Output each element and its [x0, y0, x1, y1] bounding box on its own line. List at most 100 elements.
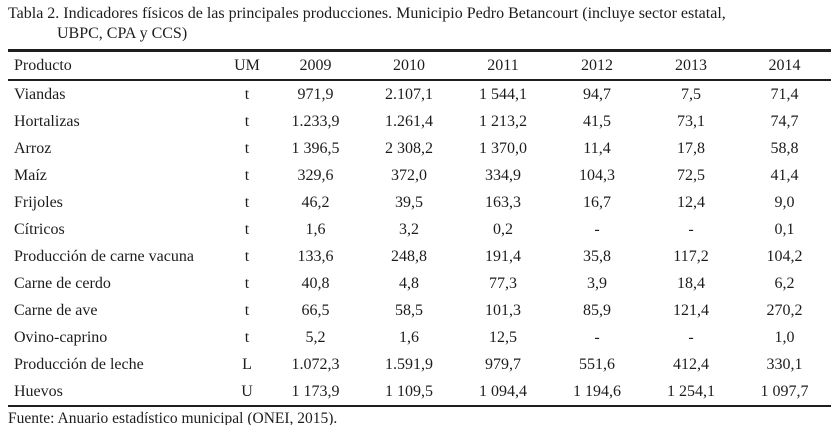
value-cell: 248,8	[391, 248, 427, 265]
unit-cell: t	[244, 194, 250, 211]
value-cell: 41,5	[583, 113, 611, 130]
column-header-2012: 2012	[550, 50, 644, 81]
table-row: Frijoles t 46,2 39,5 163,3 16,7 12,4 9,0	[8, 189, 831, 216]
table-title-line1: Tabla 2. Indicadores físicos de las prin…	[8, 5, 726, 22]
unit-cell: t	[244, 113, 250, 130]
value-cell: 2.107,1	[385, 86, 433, 103]
value-cell: 1.072,3	[291, 356, 340, 373]
value-cell: -	[688, 329, 694, 346]
value-cell: 163,3	[485, 194, 521, 211]
column-header-producto: Producto	[8, 50, 225, 81]
value-cell: 73,1	[677, 113, 705, 130]
value-cell: 1.261,4	[385, 113, 433, 130]
value-cell: 4,8	[399, 275, 419, 292]
value-cell: 372,0	[391, 167, 427, 184]
value-cell: 5,2	[305, 329, 326, 346]
value-cell: 17,8	[677, 140, 705, 157]
product-cell: Arroz	[14, 140, 52, 157]
value-cell: 1 396,5	[291, 140, 340, 157]
table-row: Maíz t 329,6 372,0 334,9 104,3 72,5 41,4	[8, 162, 831, 189]
product-cell: Producción de leche	[14, 356, 144, 373]
product-cell: Cítricos	[14, 221, 65, 238]
value-cell: 85,9	[583, 302, 611, 319]
value-cell: 18,4	[677, 275, 705, 292]
unit-cell: t	[244, 329, 250, 346]
value-cell: 11,4	[583, 140, 611, 157]
column-header-2013: 2013	[644, 50, 738, 81]
value-cell: 1 094,4	[479, 383, 527, 400]
value-cell: 330,1	[766, 356, 803, 373]
table-row: Cítricos t 1,6 3,2 0,2 - - 0,1	[8, 216, 831, 243]
product-cell: Carne de cerdo	[14, 275, 111, 292]
unit-cell: t	[244, 275, 250, 292]
value-cell: 551,6	[579, 356, 615, 373]
unit-cell: L	[242, 356, 252, 373]
value-cell: 979,7	[485, 356, 521, 373]
value-cell: 1 544,1	[479, 86, 527, 103]
unit-cell: t	[244, 86, 250, 103]
product-cell: Frijoles	[14, 194, 63, 211]
value-cell: 77,3	[489, 275, 517, 292]
value-cell: 3,9	[587, 275, 607, 292]
value-cell: 3,2	[399, 221, 419, 238]
value-cell: 329,6	[297, 167, 334, 184]
value-cell: 191,4	[485, 248, 521, 265]
value-cell: 1 213,2	[479, 113, 527, 130]
product-cell: Viandas	[14, 86, 66, 103]
value-cell: 72,5	[677, 167, 705, 184]
value-cell: -	[688, 221, 694, 238]
value-cell: 58,5	[395, 302, 423, 319]
value-cell: 101,3	[485, 302, 521, 319]
value-cell: 1 254,1	[667, 383, 715, 400]
value-cell: 1,6	[305, 221, 326, 238]
value-cell: 39,5	[395, 194, 423, 211]
value-cell: 94,7	[583, 86, 611, 103]
column-header-2009: 2009	[269, 50, 362, 81]
value-cell: 35,8	[583, 248, 611, 265]
unit-cell: t	[244, 221, 250, 238]
value-cell: 74,7	[770, 113, 799, 130]
value-cell: 66,5	[301, 302, 330, 319]
value-cell: 1,0	[774, 329, 795, 346]
value-cell: 133,6	[297, 248, 334, 265]
value-cell: 334,9	[485, 167, 521, 184]
table-title: Tabla 2. Indicadores físicos de las prin…	[8, 4, 831, 43]
table-row: Hortalizas t 1.233,9 1.261,4 1 213,2 41,…	[8, 108, 831, 135]
unit-cell: t	[244, 302, 250, 319]
value-cell: 12,4	[677, 194, 705, 211]
unit-cell: U	[241, 383, 253, 400]
value-cell: 1.591,9	[385, 356, 433, 373]
product-cell: Producción de carne vacuna	[14, 248, 194, 265]
value-cell: 7,5	[681, 86, 701, 103]
table-row: Carne de ave t 66,5 58,5 101,3 85,9 121,…	[8, 297, 831, 324]
unit-cell: t	[244, 167, 250, 184]
unit-cell: t	[244, 140, 250, 157]
table-row: Huevos U 1 173,9 1 109,5 1 094,4 1 194,6…	[8, 378, 831, 406]
value-cell: 270,2	[766, 302, 803, 319]
value-cell: 9,0	[774, 194, 795, 211]
indicators-table: Producto UM 2009 2010 2011 2012 2013 201…	[8, 49, 831, 407]
value-cell: 41,4	[770, 167, 799, 184]
table-row: Producción de carne vacuna t 133,6 248,8…	[8, 243, 831, 270]
value-cell: 2 308,2	[385, 140, 433, 157]
value-cell: 0,2	[493, 221, 513, 238]
value-cell: 104,2	[766, 248, 803, 265]
value-cell: 117,2	[673, 248, 709, 265]
column-header-2011: 2011	[456, 50, 550, 81]
table-row: Arroz t 1 396,5 2 308,2 1 370,0 11,4 17,…	[8, 135, 831, 162]
value-cell: 58,8	[770, 140, 799, 157]
table-row: Carne de cerdo t 40,8 4,8 77,3 3,9 18,4 …	[8, 270, 831, 297]
table-row: Ovino-caprino t 5,2 1,6 12,5 - - 1,0	[8, 324, 831, 351]
value-cell: 6,2	[774, 275, 795, 292]
value-cell: -	[594, 329, 600, 346]
source-note: Fuente: Anuario estadístico municipal (O…	[8, 410, 338, 425]
column-header-2014: 2014	[738, 50, 831, 81]
value-cell: 412,4	[673, 356, 709, 373]
product-cell: Carne de ave	[14, 302, 98, 319]
product-cell: Hortalizas	[14, 113, 80, 130]
product-cell: Ovino-caprino	[14, 329, 108, 346]
value-cell: 40,8	[301, 275, 330, 292]
header-row: Producto UM 2009 2010 2011 2012 2013 201…	[8, 50, 831, 81]
value-cell: 1,6	[399, 329, 419, 346]
